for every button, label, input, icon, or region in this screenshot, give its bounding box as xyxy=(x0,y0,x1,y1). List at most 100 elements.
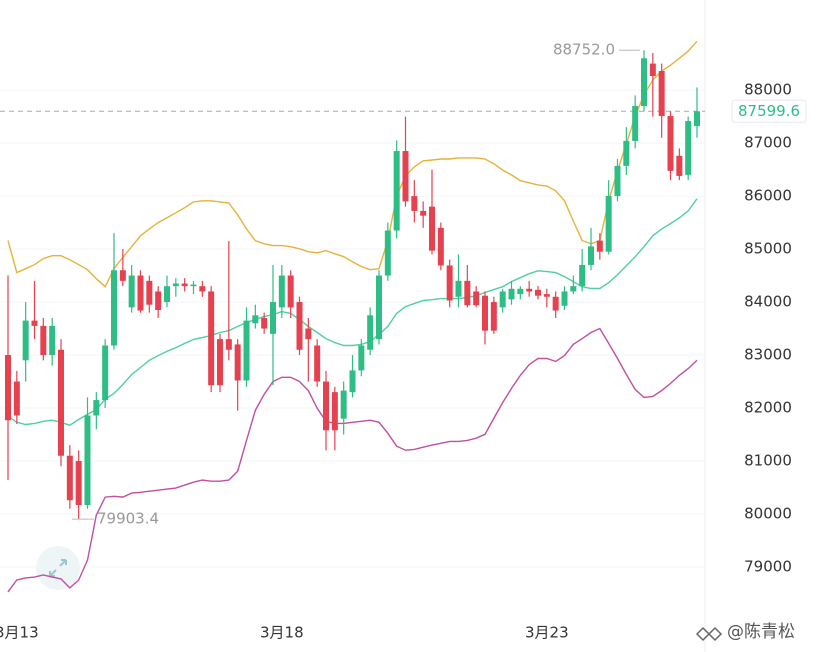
candle-body xyxy=(199,286,206,292)
band-line xyxy=(7,327,698,593)
candle-body xyxy=(535,289,541,296)
candle-body xyxy=(217,339,223,386)
candle-body xyxy=(278,275,285,308)
y-tick-label: 83000 xyxy=(744,346,792,364)
x-tick-label: 3月13 xyxy=(0,624,39,642)
candle-body xyxy=(119,270,126,281)
y-tick-label: 88000 xyxy=(744,81,792,99)
candle-body xyxy=(614,165,621,197)
candle-body xyxy=(632,105,639,141)
candle-body xyxy=(694,111,700,127)
candle-body xyxy=(5,355,11,421)
watermark-text: @陈青松 xyxy=(727,622,795,642)
high-marker-label: 88752.0 xyxy=(553,41,615,59)
candle-body xyxy=(128,275,135,308)
candle-body xyxy=(508,288,515,300)
y-tick-label: 80000 xyxy=(744,505,792,523)
candle-body xyxy=(411,196,418,211)
candle-body xyxy=(420,210,427,216)
y-tick-label: 86000 xyxy=(744,187,792,205)
candle-body xyxy=(464,280,471,306)
candle-body xyxy=(172,283,179,287)
candle-body xyxy=(102,345,109,401)
candle-body xyxy=(596,240,603,252)
candle-body xyxy=(570,286,577,292)
candle-body xyxy=(93,400,100,416)
y-tick-label: 79000 xyxy=(744,558,792,576)
y-tick-label: 81000 xyxy=(744,452,792,470)
candle-body xyxy=(155,291,162,310)
candle-body xyxy=(58,349,64,456)
candle-body xyxy=(667,116,674,171)
candle-body xyxy=(49,325,56,356)
candle-body xyxy=(252,315,259,324)
candle-body xyxy=(588,246,594,265)
candle-body xyxy=(649,63,656,77)
candle-body xyxy=(641,58,647,106)
candle-body xyxy=(323,381,329,431)
candle-body xyxy=(305,328,312,340)
candle-body xyxy=(340,390,347,419)
candle-body xyxy=(13,381,20,416)
candle-body xyxy=(658,71,665,117)
candle-body xyxy=(605,196,612,252)
y-tick-label: 87000 xyxy=(744,134,792,152)
candle-body xyxy=(287,275,294,308)
candle-body xyxy=(146,280,153,305)
last-price-label: 87599.6 xyxy=(738,102,800,120)
x-tick-label: 3月18 xyxy=(260,624,304,642)
watermark-icon xyxy=(695,626,723,642)
candle-body xyxy=(561,291,568,306)
candle-body xyxy=(384,230,391,276)
candle-body xyxy=(225,339,232,350)
candle-body xyxy=(676,155,683,176)
candle-body xyxy=(331,392,338,431)
candle-body xyxy=(164,286,170,303)
candle-body xyxy=(75,461,82,506)
candle-body xyxy=(243,320,250,381)
candle-body xyxy=(31,320,38,326)
candle-body xyxy=(261,317,268,329)
candle-body xyxy=(490,302,497,331)
candle-body xyxy=(270,302,276,334)
y-tick-label: 84000 xyxy=(744,293,792,311)
candle-body xyxy=(208,291,215,386)
candle-body xyxy=(66,455,73,501)
candle-body xyxy=(296,302,303,350)
candle-body xyxy=(40,325,47,356)
x-tick-label: 3月23 xyxy=(525,624,569,642)
low-marker-label: 79903.4 xyxy=(97,510,159,528)
candle-body xyxy=(429,206,435,251)
expand-icon xyxy=(49,559,67,577)
candle-body xyxy=(517,288,524,295)
last-price-box xyxy=(731,99,807,123)
candle-body xyxy=(473,291,480,306)
candle-body xyxy=(367,315,374,350)
candle-body xyxy=(358,345,365,371)
candle-body xyxy=(181,283,188,287)
candle-body xyxy=(393,151,400,231)
candle-body xyxy=(685,121,692,175)
candle-body xyxy=(22,320,29,361)
y-tick-label: 85000 xyxy=(744,240,792,258)
expand-circle xyxy=(36,546,80,590)
candle-body xyxy=(349,370,356,393)
expand-button[interactable] xyxy=(36,546,80,590)
candle-body xyxy=(579,264,586,287)
y-tick-label: 82000 xyxy=(744,399,792,417)
candle-body xyxy=(111,270,117,346)
candle-body xyxy=(314,345,321,382)
candle-body xyxy=(376,275,382,340)
candle-body xyxy=(84,415,91,506)
candle-body xyxy=(455,280,462,297)
candle-body xyxy=(526,288,533,292)
candle-body xyxy=(137,275,144,311)
candle-body xyxy=(623,140,630,166)
candle-body xyxy=(482,295,488,331)
candle-body xyxy=(499,291,506,308)
candle-body xyxy=(190,284,197,287)
candle-body xyxy=(543,294,550,297)
